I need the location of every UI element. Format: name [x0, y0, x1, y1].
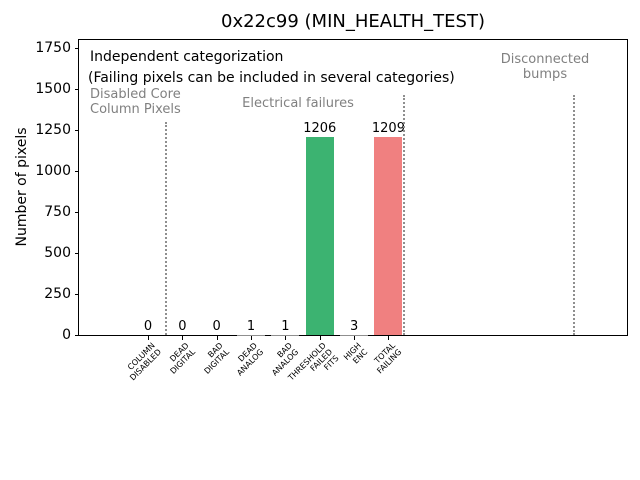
- bar-value-label: 1: [281, 318, 290, 334]
- y-tick-mark: [75, 89, 79, 90]
- y-tick-label: 1500: [35, 81, 71, 97]
- group-separator-line: [403, 95, 405, 335]
- chart-title: 0x22c99 (MIN_HEALTH_TEST): [221, 11, 485, 32]
- y-tick-mark: [75, 212, 79, 213]
- x-tick-label: TOTAL FAILING: [372, 341, 404, 376]
- y-tick-label: 1250: [35, 122, 71, 138]
- x-tick-label: DEAD DIGITAL: [168, 341, 198, 376]
- plot-area: Independent categorization (Failing pixe…: [78, 39, 628, 336]
- x-tick-mark: [148, 336, 149, 340]
- annotation-electrical-failures: Electrical failures: [242, 96, 354, 111]
- x-tick-label: COLUMN DISABLED: [125, 341, 163, 383]
- group-separator-line: [573, 95, 575, 335]
- x-tick-label: HIGH ENC: [341, 341, 369, 366]
- bar-value-label: 0: [143, 319, 153, 334]
- y-tick-label: 250: [44, 286, 71, 302]
- y-tick-mark: [75, 130, 79, 131]
- x-tick-mark: [251, 336, 252, 340]
- bar-value-label: 1206: [303, 121, 337, 137]
- x-tick-mark: [320, 336, 321, 340]
- bar: [305, 137, 334, 335]
- bar: [374, 136, 403, 335]
- annotation-failing-note: (Failing pixels can be included in sever…: [88, 70, 455, 86]
- group-separator-line: [165, 122, 167, 335]
- y-tick-label: 1000: [35, 163, 71, 179]
- x-tick-mark: [217, 336, 218, 340]
- y-tick-label: 750: [44, 204, 71, 220]
- y-tick-label: 500: [44, 245, 71, 261]
- annotation-independent-categorization: Independent categorization: [90, 49, 284, 65]
- x-tick-mark: [285, 336, 286, 340]
- y-tick-label: 1750: [35, 40, 71, 56]
- y-axis-label: Number of pixels: [14, 127, 30, 247]
- bar-value-label: 3: [349, 318, 359, 334]
- bar-value-label: 0: [212, 319, 221, 334]
- bar-value-label: 1209: [371, 120, 405, 136]
- x-tick-mark: [354, 336, 355, 340]
- y-tick-mark: [75, 48, 79, 49]
- annotation-disconnected-bumps: Disconnected bumps: [500, 52, 590, 82]
- y-tick-mark: [75, 335, 79, 336]
- x-tick-mark: [388, 336, 389, 340]
- y-tick-mark: [75, 253, 79, 254]
- x-tick-label: BAD DIGITAL: [202, 341, 232, 376]
- bar-value-label: 1: [246, 318, 256, 334]
- x-tick-label: DEAD ANALOG: [235, 341, 266, 378]
- bar-value-label: 0: [178, 319, 187, 334]
- y-tick-label: 0: [62, 327, 71, 343]
- annotation-disabled-core-column-pixels: Disabled Core Column Pixels: [90, 87, 181, 117]
- y-tick-mark: [75, 294, 79, 295]
- x-tick-mark: [182, 336, 183, 340]
- y-tick-mark: [75, 171, 79, 172]
